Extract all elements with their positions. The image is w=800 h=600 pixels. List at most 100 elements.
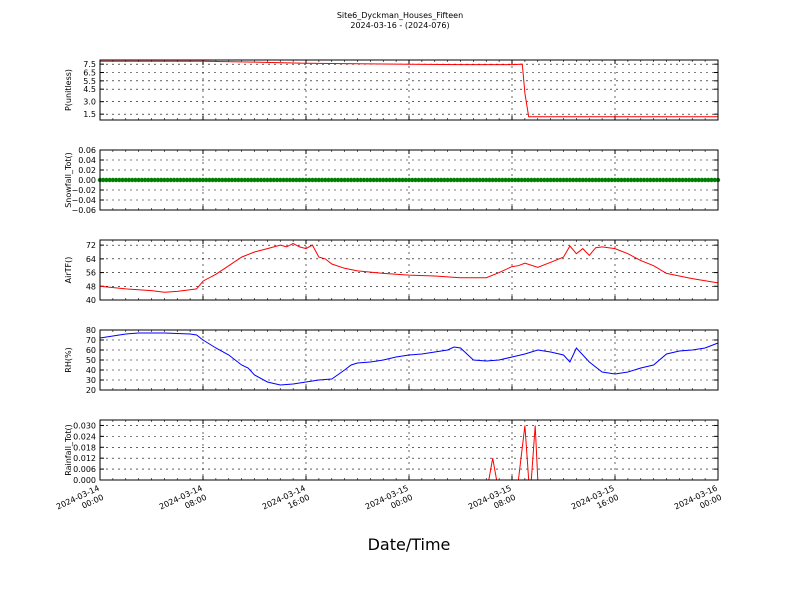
- panel-4-ytick-label: 80: [86, 326, 96, 335]
- panel-2-point: [590, 177, 595, 183]
- panel-2-point: [471, 177, 476, 183]
- panel-2-point: [616, 177, 621, 183]
- panel-2-point: [561, 177, 566, 183]
- panel-3-ytick-label: 64: [86, 255, 96, 264]
- panel-2-point: [525, 177, 531, 183]
- panel-3-ytick-label: 40: [86, 296, 96, 305]
- panel-2-point: [432, 177, 437, 183]
- panel-2-point: [294, 177, 299, 183]
- panel-2-point: [702, 177, 708, 183]
- panel-2-point: [216, 177, 222, 183]
- panel-2-point: [451, 177, 457, 183]
- panel-2-point: [400, 177, 405, 183]
- panel-2-point: [580, 177, 586, 183]
- panel-2-point: [229, 177, 235, 183]
- panel-2-series-1: [97, 177, 721, 183]
- panel-2-point: [516, 177, 521, 183]
- panel-2-point: [155, 177, 161, 183]
- panel-4-ylabel: RH(%): [64, 347, 73, 372]
- panel-2-point: [352, 177, 357, 183]
- panel-2-point: [255, 177, 260, 183]
- panel-4-ytick-label: 50: [86, 356, 96, 365]
- panel-2-point: [673, 177, 679, 183]
- panel-2-point: [258, 177, 264, 183]
- panel-2-point: [384, 177, 389, 183]
- panel-5-ylabel: Rainfall_Tot(): [64, 424, 73, 476]
- panel-2-point: [387, 177, 392, 183]
- panel-2-point: [638, 177, 643, 183]
- panel-2-point: [242, 177, 248, 183]
- panel-2-point: [268, 177, 273, 183]
- panel-2-point: [220, 177, 225, 183]
- panel-2-point: [123, 177, 128, 183]
- panel-1-series-1-line: [100, 60, 718, 118]
- panel-4-ytick-label: 60: [86, 346, 96, 355]
- panel-2-point: [107, 177, 112, 183]
- panel-2-point: [175, 177, 180, 183]
- panel-2-point: [368, 177, 373, 183]
- panel-2-point: [252, 177, 257, 183]
- panel-2-point: [445, 177, 450, 183]
- panel-2-ytick-label: 0.06: [78, 146, 96, 155]
- panel-2-ytick-label: −0.02: [71, 186, 96, 195]
- panel-2-point: [403, 177, 408, 183]
- panel-2-point: [484, 177, 489, 183]
- panel-2-point: [249, 177, 254, 183]
- panel-2-point: [348, 177, 354, 183]
- panel-2-point: [261, 177, 267, 183]
- panel-4-ytick-label: 30: [86, 376, 96, 385]
- x-axis-label: Date/Time: [368, 535, 451, 554]
- panel-2-point: [187, 177, 193, 183]
- panel-2-point: [335, 177, 341, 183]
- panel-2-point: [564, 177, 569, 183]
- panel-2-point: [596, 177, 602, 183]
- panel-2-point: [377, 177, 383, 183]
- panel-2-point: [609, 177, 614, 183]
- x-tick-label: 2024-03-1400:00: [55, 484, 105, 521]
- panel-1-frame: [99, 59, 719, 121]
- panel-2-point: [117, 177, 122, 183]
- panel-2-point: [606, 177, 611, 183]
- panel-2-point: [477, 177, 483, 183]
- panel-2-point: [271, 177, 277, 183]
- panel-2-point: [204, 177, 209, 183]
- panel-2-point: [532, 177, 537, 183]
- panel-4-ytick-label: 70: [86, 336, 96, 345]
- panel-2-point: [487, 177, 492, 183]
- panel-2-point: [245, 177, 251, 183]
- x-tick-label: 2024-03-1600:00: [673, 484, 723, 521]
- panel-2-point: [323, 177, 328, 183]
- panel-2-point: [670, 177, 676, 183]
- panel-2-point: [442, 177, 447, 183]
- panel-2-point: [158, 177, 164, 183]
- panel-2-point: [661, 177, 666, 183]
- panel-2-point: [455, 177, 460, 183]
- panel-2-point: [644, 177, 650, 183]
- panel-2-point: [139, 177, 145, 183]
- panel-2-point: [435, 177, 441, 183]
- panel-1-ytick-label: 7.5: [83, 60, 96, 69]
- panel-2-point: [458, 177, 463, 183]
- panel-2-point: [284, 177, 289, 183]
- panel-2-point: [570, 177, 576, 183]
- panel-2-point: [680, 177, 685, 183]
- x-tick-label: 2024-03-1408:00: [158, 484, 208, 521]
- panel-2-point: [648, 177, 653, 183]
- panel-2-point: [416, 177, 421, 183]
- panel-2-point: [126, 177, 132, 183]
- panel-2-point: [390, 177, 396, 183]
- panel-2-point: [583, 177, 589, 183]
- panel-2-point: [612, 177, 618, 183]
- panel-2-point: [374, 177, 380, 183]
- panel-2-point: [467, 177, 473, 183]
- panel-2-point: [329, 177, 334, 183]
- panel-4-series-1-line: [99, 332, 719, 386]
- panel-2-point: [480, 177, 486, 183]
- x-tick-label: 2024-03-1508:00: [467, 484, 517, 521]
- panel-2-point: [361, 177, 367, 183]
- panel-2-point: [300, 177, 305, 183]
- panel-2-point: [213, 177, 219, 183]
- panel-2-point: [165, 177, 170, 183]
- panel-2-point: [438, 177, 444, 183]
